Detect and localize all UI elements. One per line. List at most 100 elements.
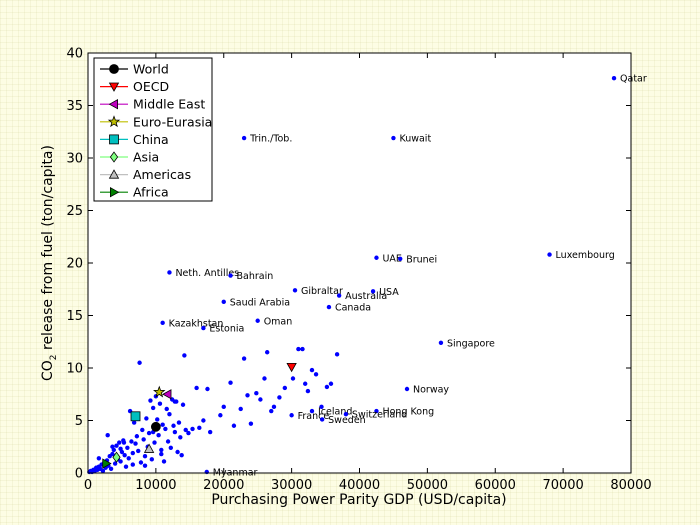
labeled-country-point — [289, 413, 294, 418]
legend: World OECD Middle East Euro-Eurasia China Asi… — [93, 57, 213, 202]
country-point — [182, 353, 187, 358]
aggregate-marker-oecd — [286, 362, 297, 373]
x-tick-label: 50000 — [407, 478, 448, 493]
country-label: Switzerland — [352, 410, 407, 421]
country-point — [183, 427, 188, 433]
country-point — [126, 456, 131, 461]
legend-label-oecd: OECD — [133, 79, 169, 94]
country-point — [241, 356, 247, 361]
country-point — [194, 385, 199, 391]
country-label: Gibraltar — [301, 286, 343, 297]
country-point — [140, 427, 145, 433]
country-label: Canada — [335, 303, 371, 314]
country-point — [271, 404, 277, 410]
country-point — [205, 386, 210, 392]
y-tick-label: 15 — [66, 309, 83, 324]
country-point — [334, 352, 340, 357]
country-point — [118, 446, 123, 452]
country-point — [152, 440, 157, 445]
labeled-country-point — [319, 417, 325, 422]
aggregate-marker-world — [150, 421, 161, 432]
x-tick-label: 20000 — [203, 478, 244, 493]
labeled-country-point — [292, 288, 298, 293]
aggregate-marker-euro-eurasia — [153, 385, 166, 398]
labeled-country-point — [167, 270, 172, 275]
country-point — [231, 423, 237, 428]
country-point — [264, 350, 270, 355]
country-point — [172, 399, 178, 404]
y-axis-label: CO2 release from fuel (ton/capita) — [40, 145, 59, 381]
legend-label-africa: Africa — [133, 185, 169, 200]
country-point — [300, 346, 305, 352]
country-label: Estonia — [209, 324, 244, 335]
country-label: Iceland — [318, 407, 352, 418]
country-point — [303, 381, 308, 386]
x-tick-label: 80000 — [610, 478, 651, 493]
country-label: Norway — [413, 385, 449, 396]
legend-marker-oecd — [108, 82, 120, 92]
axis-ticks: 0 10000 20000 30000 40000 50000 60000 70000 8000… — [66, 47, 651, 494]
aggregate-marker-americas — [143, 443, 155, 453]
country-point — [179, 452, 184, 458]
country-point — [117, 440, 122, 445]
country-label: Kuwait — [399, 134, 431, 145]
country-point — [207, 429, 213, 435]
country-point — [123, 464, 129, 469]
country-label: Saudi Arabia — [230, 297, 290, 308]
country-point — [159, 447, 164, 453]
country-point — [282, 385, 288, 391]
labeled-country-point — [221, 299, 226, 305]
country-point — [114, 443, 119, 448]
aggregate-marker-africa — [102, 458, 112, 469]
aggregate-marker-middle-east — [162, 389, 172, 400]
country-point — [110, 451, 115, 457]
legend-marker-asia — [109, 151, 119, 163]
country-point — [150, 405, 156, 411]
y-tick-label: 0 — [75, 467, 83, 482]
legend-marker-middle-east — [108, 99, 118, 110]
labeled-country-point — [228, 273, 233, 278]
country-point — [245, 393, 250, 398]
labeled-country-point — [343, 412, 349, 417]
country-point — [110, 444, 115, 449]
country-point — [130, 450, 135, 456]
country-labels: Qatar Trin./Tob. Kuwait Luxembourg UAE Brunei… — [160, 74, 647, 478]
country-point — [186, 430, 191, 436]
country-point — [133, 441, 138, 446]
country-point — [238, 406, 243, 412]
country-point — [305, 388, 311, 394]
labeled-country-point — [438, 340, 444, 345]
labeled-country-point — [370, 289, 376, 294]
labeled-country-point — [374, 408, 379, 414]
country-point — [296, 346, 301, 352]
country-point — [161, 459, 167, 464]
country-point — [164, 406, 169, 412]
country-point — [248, 421, 254, 426]
country-point — [129, 439, 134, 444]
country-label: Oman — [264, 316, 293, 327]
country-point — [125, 445, 130, 450]
labeled-country-point — [404, 386, 410, 392]
x-tick-label: 0 — [84, 478, 92, 493]
country-point — [328, 381, 334, 386]
legend-label-china: China — [133, 132, 169, 147]
labeled-country-point — [201, 325, 206, 331]
country-point — [160, 422, 165, 427]
country-point — [176, 420, 182, 425]
country-point — [131, 420, 137, 425]
y-tick-label: 35 — [66, 99, 83, 114]
legend-label-world: World — [133, 62, 169, 77]
country-label: Qatar — [620, 74, 647, 85]
country-point — [105, 433, 110, 438]
labeled-country-point — [611, 76, 617, 81]
country-point — [178, 435, 183, 440]
country-point — [313, 372, 319, 377]
country-point — [96, 456, 102, 461]
country-label: France — [298, 411, 330, 422]
y-axis-label-rest: release from fuel (ton/capita) — [40, 145, 56, 354]
country-point — [142, 463, 148, 468]
country-point — [165, 439, 171, 444]
labeled-country-point — [241, 135, 247, 141]
country-point — [228, 380, 233, 385]
country-point — [218, 413, 223, 418]
